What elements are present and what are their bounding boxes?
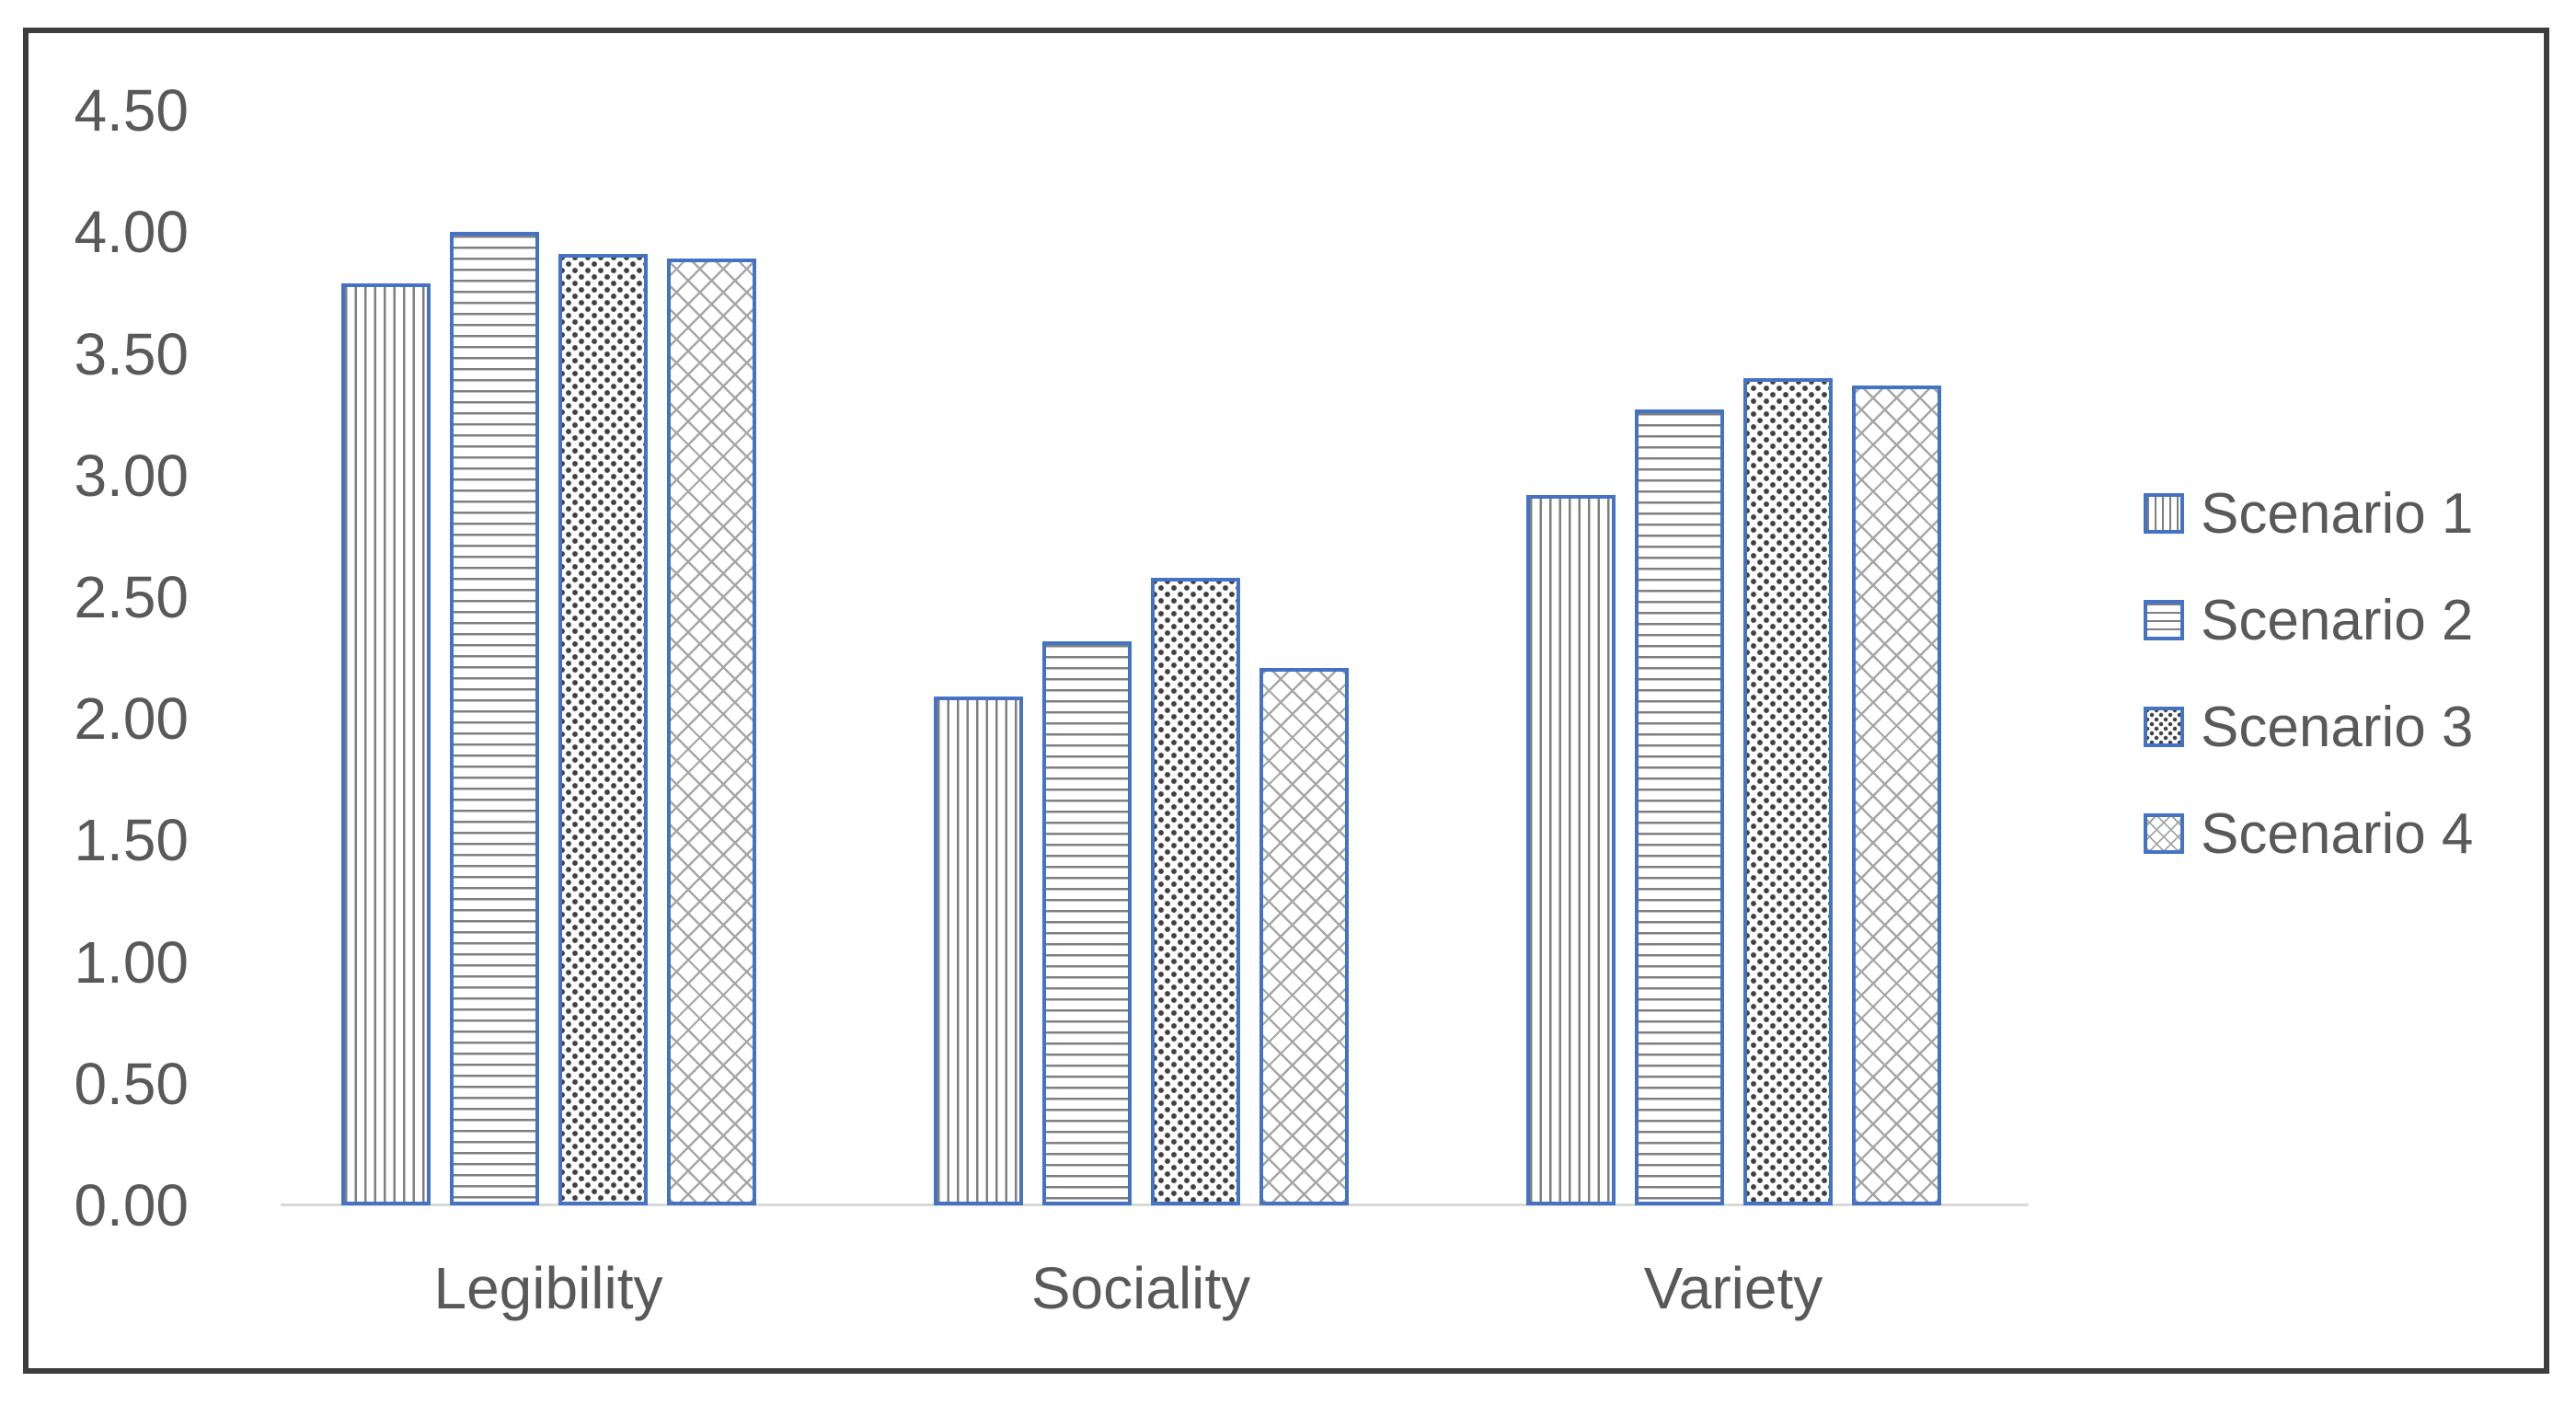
y-tick-label-3.00: 3.00	[74, 442, 189, 509]
legend-crosshatch-pattern-icon	[2144, 813, 2184, 854]
legend-dots-pattern-icon	[2144, 707, 2184, 747]
legend-item-scenario-1: Scenario 1	[2144, 460, 2473, 567]
legend-horizontal-lines-pattern-icon	[2144, 600, 2184, 640]
category-label-sociality: Sociality	[1030, 1255, 1251, 1321]
bar-scenario-1-sociality	[933, 697, 1023, 1205]
legend-vertical-lines-pattern-icon	[2144, 493, 2184, 534]
legend-item-label-scenario-1: Scenario 1	[2201, 481, 2474, 546]
bar-scenario-3-variety	[1742, 378, 1833, 1205]
bar-scenario-2-variety	[1634, 409, 1724, 1205]
bar-scenario-2-sociality	[1041, 640, 1132, 1205]
bar-scenario-3-sociality	[1150, 577, 1240, 1205]
bar-scenario-1-variety	[1525, 494, 1616, 1205]
legend-item-label-scenario-3: Scenario 3	[2201, 695, 2474, 759]
y-tick-label-1.50: 1.50	[74, 807, 189, 874]
legend-item-label-scenario-4: Scenario 4	[2201, 801, 2474, 866]
legend-item-scenario-2: Scenario 2	[2144, 567, 2473, 674]
y-tick-label-3.50: 3.50	[74, 320, 189, 387]
bar-scenario-4-sociality	[1259, 667, 1350, 1205]
legend: Scenario 1 Scenario 2 Scenario 3 Scenario 4	[2144, 460, 2473, 887]
bar-scenario-1-legibility	[340, 282, 431, 1205]
category-label-variety: Variety	[1643, 1255, 1823, 1321]
bar-scenario-4-legibility	[667, 259, 757, 1205]
y-tick-label-2.50: 2.50	[74, 564, 189, 630]
legend-item-scenario-3: Scenario 3	[2144, 674, 2473, 780]
y-tick-label-4.50: 4.50	[74, 77, 189, 144]
y-tick-label-1.00: 1.00	[74, 928, 189, 996]
bar-scenario-2-legibility	[449, 232, 539, 1205]
y-tick-label-2.00: 2.00	[74, 685, 189, 753]
y-tick-label-0.00: 0.00	[74, 1172, 189, 1238]
category-label-legibility: Legibility	[433, 1255, 663, 1321]
y-tick-label-0.50: 0.50	[74, 1050, 189, 1117]
bar-scenario-3-legibility	[558, 254, 648, 1205]
y-axis-tick-labels: 4.50 4.00 3.50 3.00 2.50 2.00 1.50 1.00 0.50 0.00	[0, 0, 189, 1405]
chart-border-frame	[23, 28, 2549, 1374]
y-tick-label-4.00: 4.00	[74, 199, 189, 266]
legend-item-label-scenario-2: Scenario 2	[2201, 588, 2474, 652]
bar-scenario-4-variety	[1852, 385, 1942, 1205]
legend-item-scenario-4: Scenario 4	[2144, 780, 2473, 887]
